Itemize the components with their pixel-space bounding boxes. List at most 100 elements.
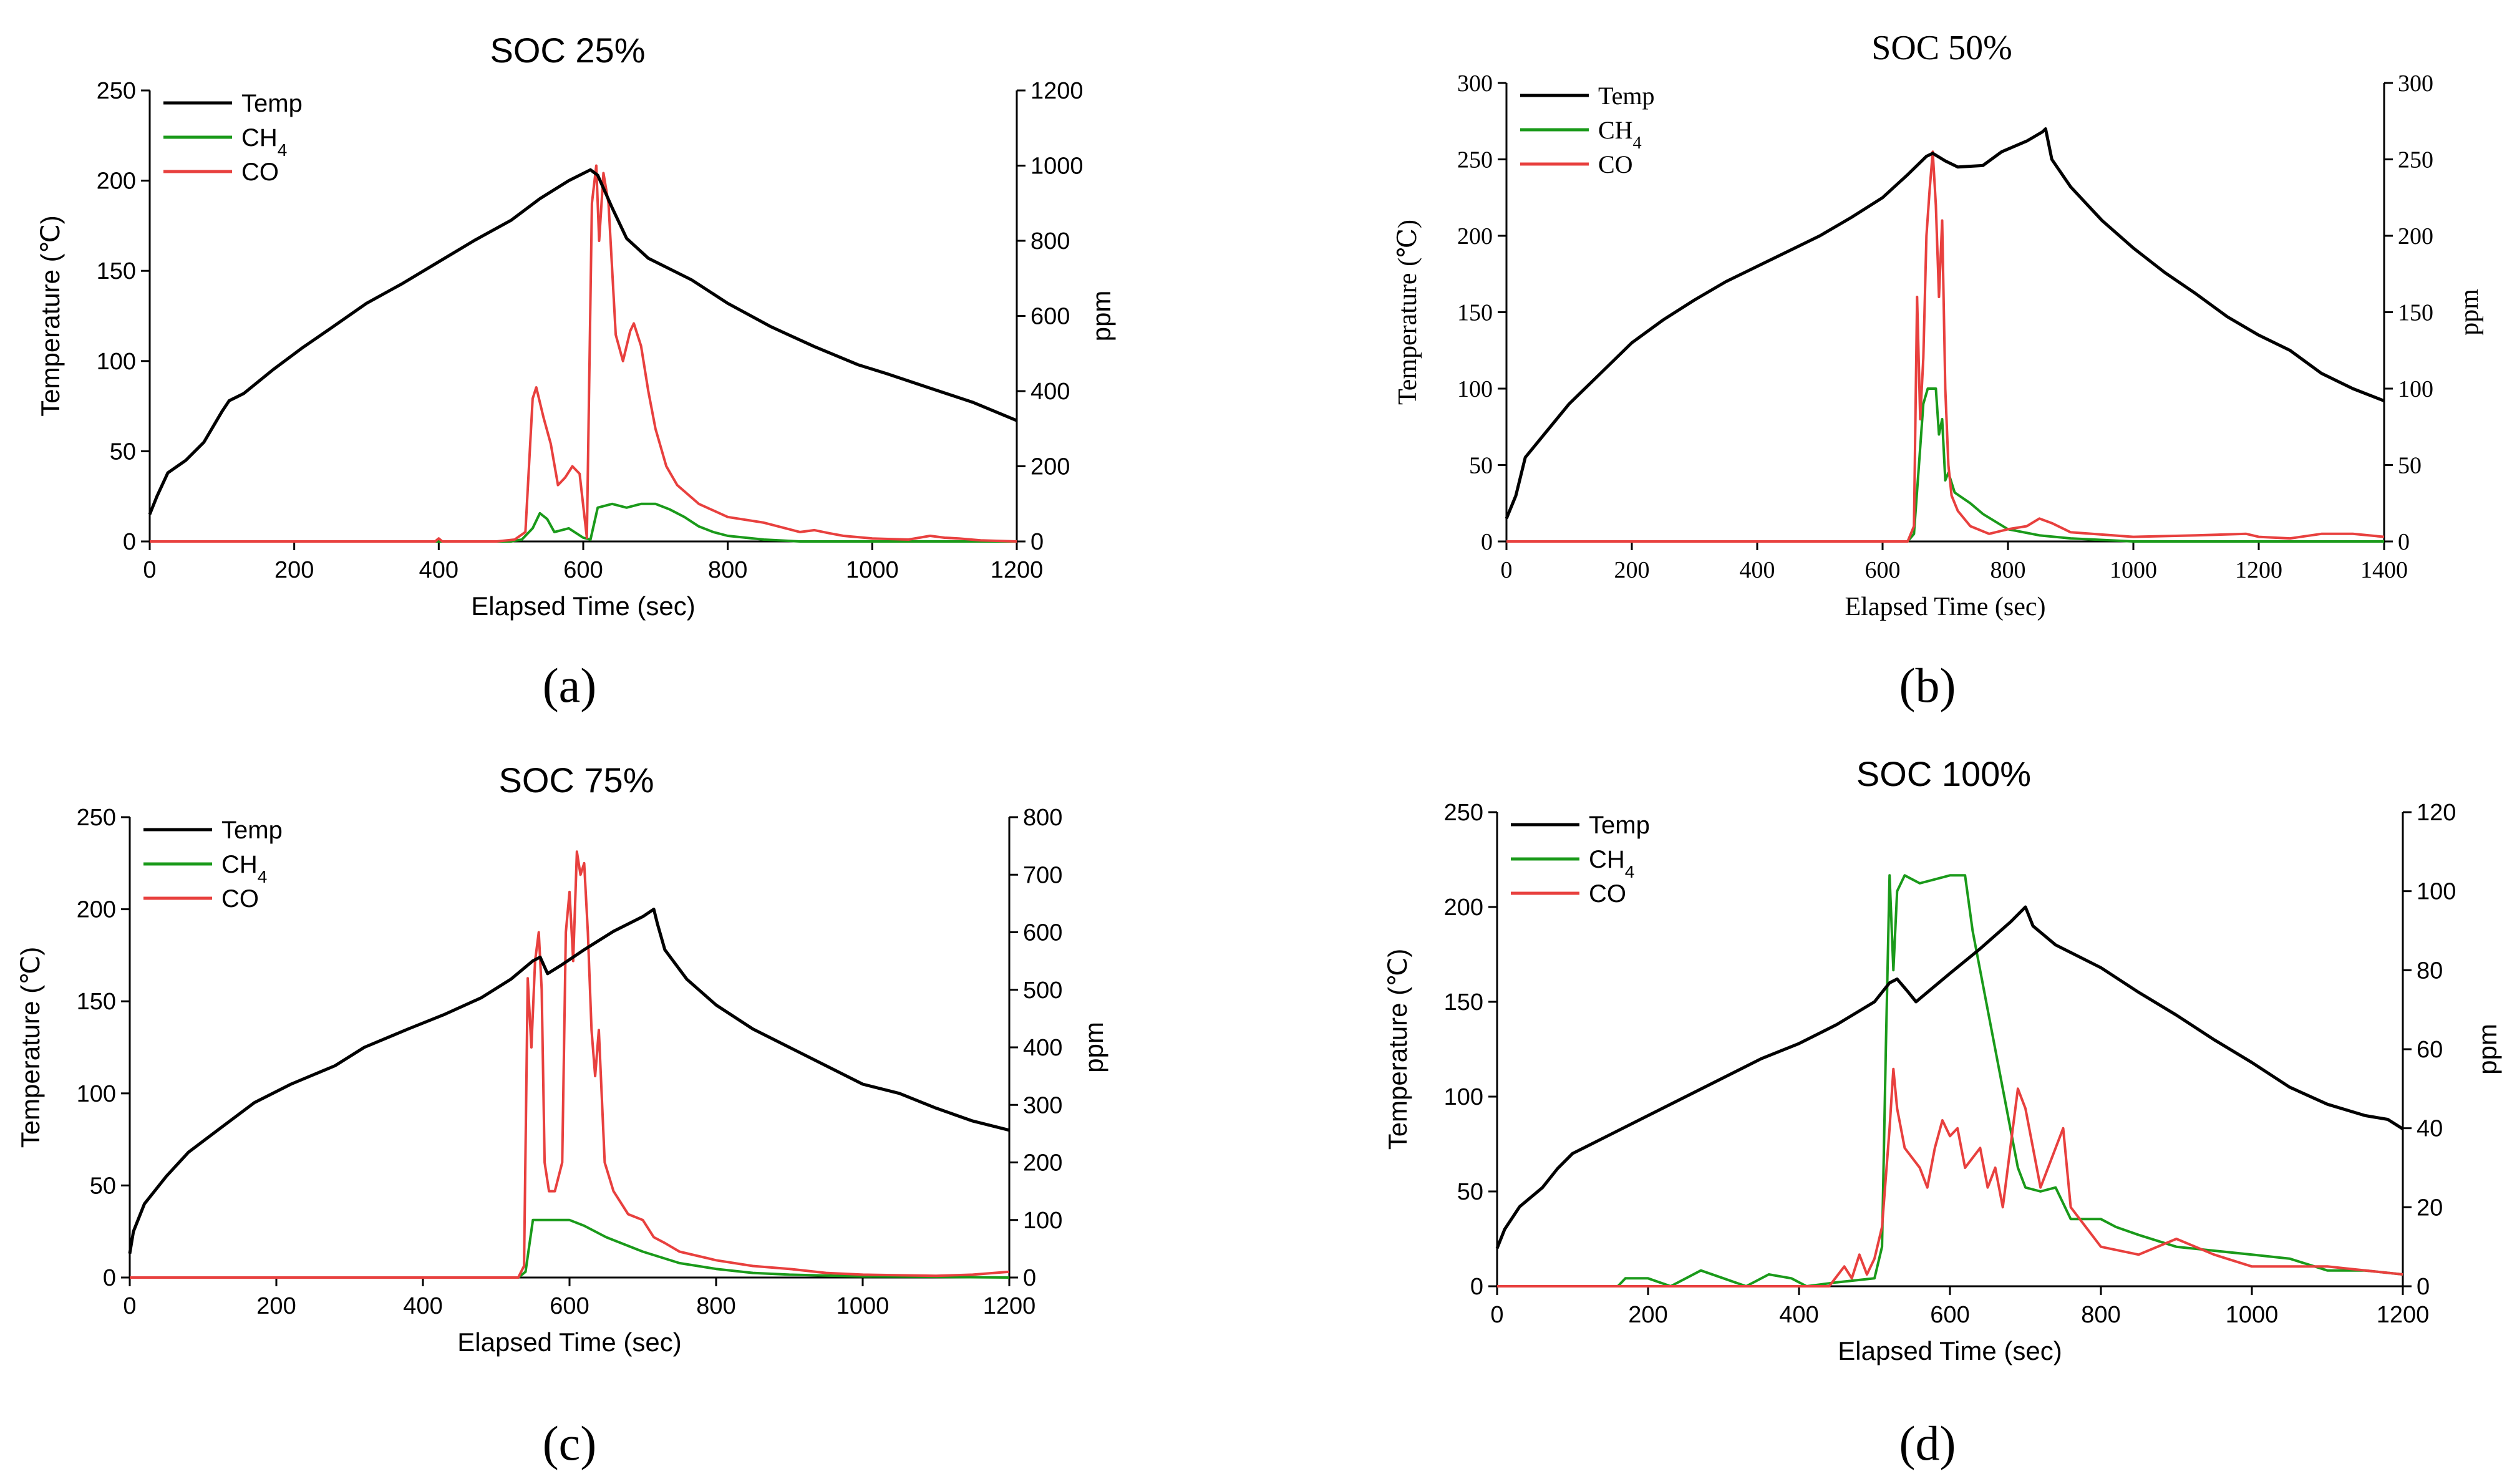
series-line-co: [130, 850, 1010, 1279]
series-line-ch4: [1497, 874, 2403, 1288]
panel-c: SOC 75%0 200 400 600 800 1000 1200050100150200…: [16, 760, 1108, 1357]
y-tick-label: 200: [1457, 223, 1493, 250]
legend-label-co: CO: [221, 885, 259, 913]
chart-title: SOC 75%: [499, 760, 654, 800]
chart-title: SOC 100%: [1856, 754, 2031, 793]
y2-tick-label: 80: [2417, 958, 2443, 984]
y2-axis-label: ppm: [1079, 1022, 1108, 1073]
y-tick-label: 250: [77, 805, 116, 831]
y-tick-label: 200: [1444, 895, 1483, 921]
x-tick-label: 0: [143, 557, 156, 583]
y2-tick-label: 800: [1023, 805, 1062, 831]
y-tick-label: 50: [110, 439, 136, 465]
y2-tick-label: 250: [2398, 147, 2433, 173]
series-line-temp: [148, 168, 1017, 515]
series-line-ch4: [130, 1218, 1010, 1279]
x-tick-label: 400: [1740, 557, 1775, 583]
y-tick-label: 100: [77, 1081, 116, 1107]
x-tick-label: 1000: [846, 557, 899, 583]
series-line-temp: [1505, 127, 2385, 520]
series-line-temp: [1495, 905, 2404, 1249]
series-line-co: [1497, 1067, 2403, 1288]
x-tick-label: 1200: [983, 1293, 1036, 1319]
x-tick-label: 1200: [2377, 1302, 2430, 1328]
legend-label-temp: Temp: [1598, 82, 1655, 110]
x-axis-label: Elapsed Time (sec): [1845, 593, 2046, 621]
x-tick-label: 1000: [836, 1293, 890, 1319]
y2-axis-label: ppm: [2473, 1024, 2502, 1075]
x-tick-label: 800: [696, 1293, 735, 1319]
y2-tick-label: 0: [2398, 529, 2410, 555]
y2-tick-label: 600: [1023, 920, 1062, 946]
y2-tick-label: 700: [1023, 862, 1062, 888]
y-axis-label: Temperature (℃): [1383, 949, 1412, 1150]
y2-tick-label: 1000: [1030, 153, 1084, 180]
chart-title: SOC 25%: [490, 31, 646, 70]
x-tick-label: 800: [708, 557, 747, 583]
y-tick-label: 200: [77, 897, 116, 923]
panel-label-c: (c): [543, 1416, 597, 1470]
x-tick-label: 200: [1614, 557, 1650, 583]
x-tick-label: 800: [1991, 557, 2026, 583]
legend-label-co: CO: [1598, 150, 1633, 178]
y2-tick-label: 100: [1023, 1208, 1062, 1234]
y-tick-label: 300: [1457, 70, 1493, 97]
x-tick-label: 600: [563, 557, 603, 583]
x-tick-label: 1400: [2360, 557, 2408, 583]
x-axis-label: Elapsed Time (sec): [471, 591, 695, 621]
y2-tick-label: 40: [2417, 1116, 2443, 1142]
y-tick-label: 50: [90, 1173, 116, 1199]
y-tick-label: 100: [1457, 376, 1493, 402]
y-tick-label: 50: [1469, 453, 1493, 479]
x-tick-label: 800: [2081, 1302, 2120, 1328]
y-tick-label: 250: [1457, 147, 1493, 173]
y2-tick-label: 0: [2417, 1274, 2430, 1300]
x-tick-label: 200: [274, 557, 314, 583]
y2-tick-label: 800: [1030, 228, 1070, 255]
y2-axis-label: ppm: [2455, 289, 2484, 336]
y-tick-label: 0: [1470, 1274, 1483, 1300]
x-tick-label: 200: [1628, 1302, 1667, 1328]
x-tick-label: 1000: [2110, 557, 2157, 583]
y-tick-label: 150: [97, 258, 136, 284]
y2-tick-label: 300: [2398, 70, 2433, 97]
y-tick-label: 100: [97, 349, 136, 375]
legend-label-ch4: CH4: [1598, 116, 1642, 153]
y-tick-label: 100: [1444, 1084, 1483, 1110]
y2-tick-label: 400: [1023, 1035, 1062, 1061]
legend-label-ch4: CH4: [221, 851, 267, 886]
y2-tick-label: 100: [2398, 376, 2433, 402]
y2-tick-label: 60: [2417, 1037, 2443, 1063]
panel-a: SOC 25%0 200 400 600 800 1000 1200050100150200…: [36, 31, 1116, 621]
y2-tick-label: 100: [2417, 879, 2456, 905]
chart-title: SOC 50%: [1871, 29, 2012, 67]
y-tick-label: 150: [1444, 989, 1483, 1016]
legend-label-co: CO: [1589, 880, 1626, 908]
legend-label-temp: Temp: [1589, 812, 1650, 839]
series-line-ch4: [150, 502, 1017, 543]
y2-tick-label: 20: [2417, 1195, 2443, 1221]
y2-tick-label: 0: [1030, 529, 1044, 555]
y2-tick-label: 1200: [1030, 78, 1084, 104]
x-tick-label: 400: [1779, 1302, 1818, 1328]
panel-label-a: (a): [543, 658, 597, 712]
panel-label-d: (d): [1899, 1416, 1956, 1470]
y-tick-label: 0: [1481, 529, 1493, 555]
x-tick-label: 600: [1865, 557, 1901, 583]
x-tick-label: 1200: [2235, 557, 2282, 583]
y2-tick-label: 50: [2398, 453, 2422, 479]
y-axis-label: Temperature (℃): [16, 947, 45, 1148]
x-tick-label: 200: [256, 1293, 296, 1319]
y2-tick-label: 600: [1030, 304, 1070, 330]
x-tick-label: 600: [550, 1293, 589, 1319]
y2-tick-label: 500: [1023, 977, 1062, 1004]
y-tick-label: 150: [1457, 300, 1493, 326]
x-axis-label: Elapsed Time (sec): [457, 1327, 681, 1357]
x-tick-label: 1200: [991, 557, 1044, 583]
y-tick-label: 0: [123, 529, 136, 555]
legend-label-temp: Temp: [221, 817, 283, 844]
y2-tick-label: 400: [1030, 379, 1070, 405]
x-tick-label: 0: [1490, 1302, 1503, 1328]
y2-tick-label: 120: [2417, 800, 2456, 826]
